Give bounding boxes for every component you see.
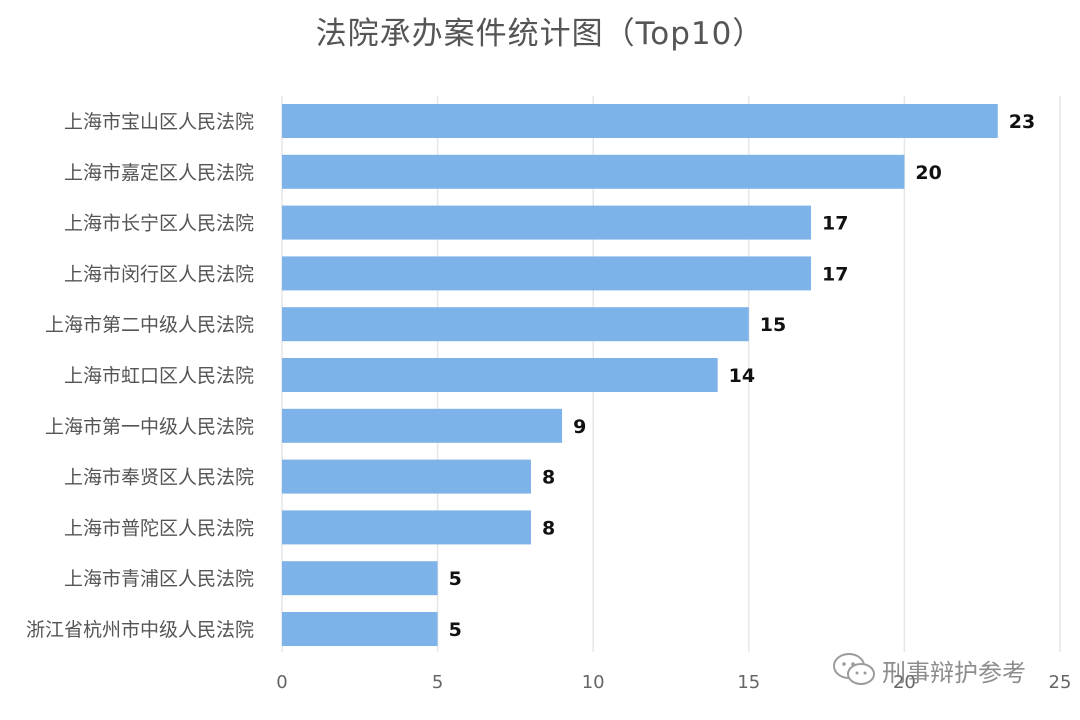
- category-label: 上海市奉贤区人民法院: [64, 467, 254, 489]
- value-label: 17: [822, 263, 848, 285]
- x-tick-label: 10: [582, 672, 605, 693]
- category-label: 上海市虹口区人民法院: [64, 365, 254, 387]
- value-label: 9: [573, 416, 586, 438]
- category-label: 浙江省杭州市中级人民法院: [26, 619, 254, 641]
- x-tick-label: 0: [276, 672, 287, 693]
- category-label: 上海市宝山区人民法院: [64, 111, 254, 133]
- category-label: 上海市普陀区人民法院: [64, 517, 254, 539]
- wechat-icon: [833, 653, 875, 685]
- value-label: 23: [1009, 111, 1035, 133]
- bar: [282, 561, 438, 596]
- category-label: 上海市闵行区人民法院: [64, 263, 254, 285]
- watermark: 刑事辩护参考: [832, 652, 1026, 688]
- bar: [282, 408, 563, 443]
- category-labels: 上海市宝山区人民法院上海市嘉定区人民法院上海市长宁区人民法院上海市闵行区人民法院…: [26, 111, 254, 641]
- bar: [282, 154, 905, 189]
- bar: [282, 358, 718, 392]
- x-tick-label: 5: [432, 672, 443, 693]
- value-label: 17: [822, 213, 848, 235]
- category-label: 上海市第一中级人民法院: [45, 416, 254, 438]
- value-label: 8: [542, 517, 555, 539]
- value-label: 14: [729, 365, 755, 387]
- bars: [282, 104, 998, 646]
- x-tick-label: 15: [737, 672, 760, 693]
- x-axis-ticks: 0 5 10 15 20 25: [276, 672, 1071, 693]
- category-label: 上海市第二中级人民法院: [45, 314, 254, 336]
- chart-title: 法院承办案件统计图（Top10）: [315, 16, 765, 52]
- value-label: 5: [449, 619, 462, 641]
- category-label: 上海市青浦区人民法院: [64, 568, 254, 590]
- x-tick-label: 25: [1049, 672, 1072, 693]
- category-label: 上海市嘉定区人民法院: [64, 162, 254, 184]
- bar: [282, 459, 531, 494]
- bar: [282, 612, 438, 646]
- bar: [282, 307, 749, 342]
- value-label: 20: [915, 162, 941, 184]
- bar: [282, 256, 812, 291]
- x-tick-label: 20: [893, 672, 916, 693]
- value-labels: 23 20 17 17 15 14 9 8 8 5 5: [449, 111, 1036, 641]
- watermark-text: 刑事辩护参考: [882, 658, 1026, 687]
- value-label: 8: [542, 467, 555, 489]
- value-label: 5: [449, 568, 462, 590]
- bar: [282, 205, 812, 240]
- bar: [282, 104, 998, 138]
- bar: [282, 510, 531, 545]
- value-label: 15: [760, 314, 786, 336]
- category-label: 上海市长宁区人民法院: [64, 213, 254, 235]
